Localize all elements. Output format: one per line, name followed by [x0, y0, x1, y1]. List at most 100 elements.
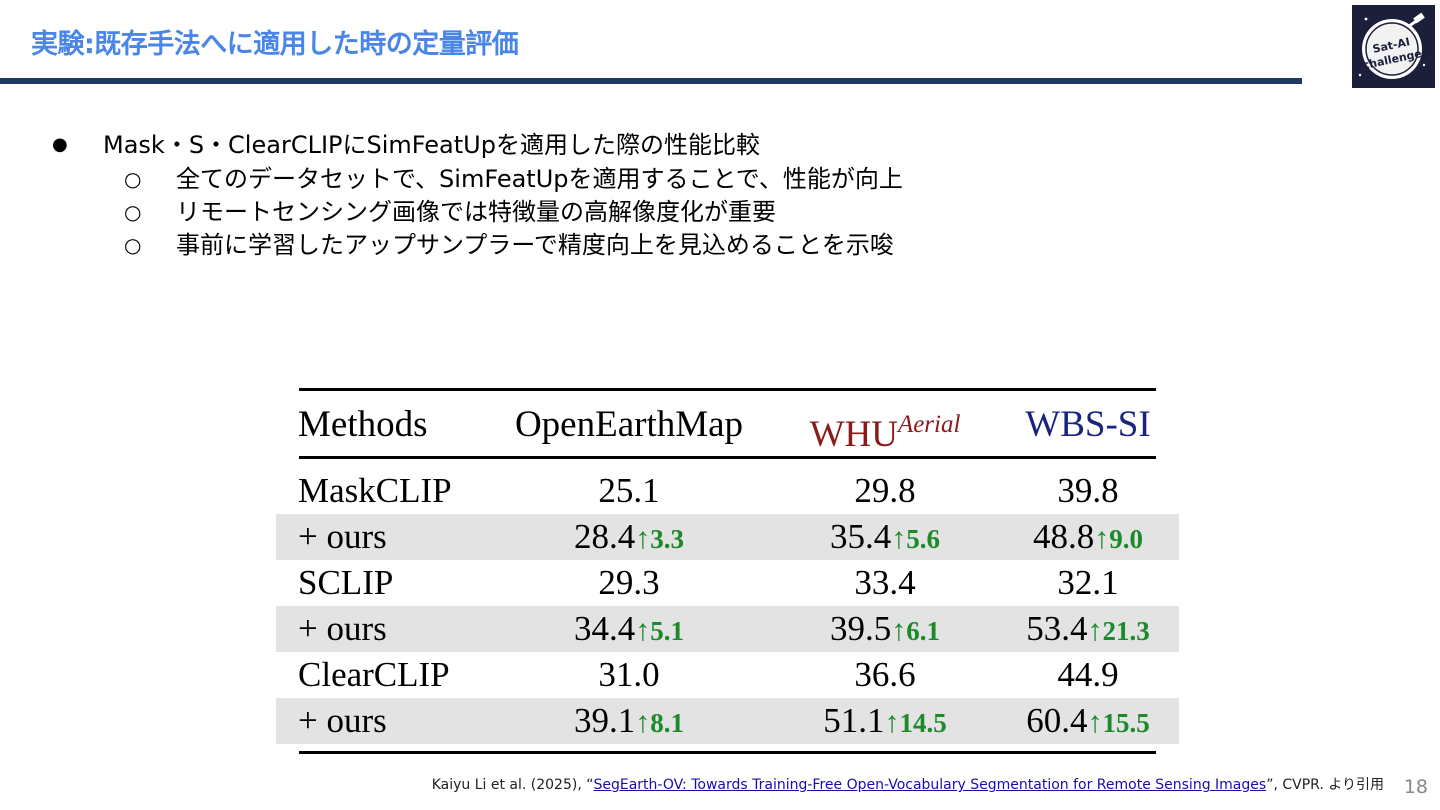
up-arrow-icon: ↑ [635, 614, 651, 647]
gain-value: ↑3.3 [635, 522, 684, 555]
gain-number: 9.0 [1109, 524, 1143, 554]
table-row: MaskCLIP 25.1 29.8 39.8 [276, 468, 1179, 514]
header-wbs-si: WBS-SI [1025, 404, 1151, 445]
gain-number: 6.1 [906, 616, 940, 646]
score-cell: 31.0 [598, 652, 659, 698]
gain-number: 8.1 [650, 708, 684, 738]
score-cell: 32.1 [1057, 560, 1118, 606]
gain-value: ↑15.5 [1087, 706, 1150, 739]
table-row: + ours 28.4↑3.3 35.4↑5.6 48.8↑9.0 [276, 514, 1179, 560]
method-cell: SCLIP [298, 563, 394, 602]
score-cell: 60.4↑15.5 [1026, 698, 1150, 744]
score-value: 60.4 [1026, 701, 1088, 740]
gain-number: 3.3 [650, 524, 684, 554]
page-number: 18 [1403, 776, 1428, 798]
up-arrow-icon: ↑ [1094, 522, 1110, 555]
score-value: 51.1 [823, 701, 885, 740]
score-cell: 29.8 [854, 468, 915, 514]
gain-value: ↑9.0 [1094, 522, 1143, 555]
gain-value: ↑5.1 [635, 614, 684, 647]
gain-number: 14.5 [899, 708, 947, 738]
up-arrow-icon: ↑ [891, 614, 907, 647]
score-cell: 29.3 [598, 560, 659, 606]
score-value: 44.9 [1057, 655, 1119, 694]
gain-value: ↑21.3 [1087, 614, 1150, 647]
method-cell: + ours [298, 609, 387, 648]
header-methods: Methods [298, 404, 428, 445]
score-value: 48.8 [1033, 517, 1095, 556]
sub-bullet-text: 全てのデータセットで、SimFeatUpを適用することで、性能が向上 [176, 165, 903, 193]
score-value: 53.4 [1026, 609, 1088, 648]
gain-number: 15.5 [1102, 708, 1150, 738]
table-bottom-rule [299, 751, 1156, 754]
score-value: 31.0 [598, 655, 660, 694]
score-value: 32.1 [1057, 563, 1119, 602]
citation: Kaiyu Li et al. (2025), “SegEarth-OV: To… [432, 774, 1384, 794]
score-cell: 44.9 [1057, 652, 1118, 698]
bullet-marker: ● [52, 134, 68, 155]
gain-value: ↑6.1 [891, 614, 940, 647]
score-cell: 39.5↑6.1 [830, 606, 940, 652]
score-cell: 28.4↑3.3 [574, 514, 684, 560]
gain-number: 5.6 [906, 524, 940, 554]
score-value: 29.3 [598, 563, 660, 602]
title-divider [0, 78, 1302, 84]
method-cell: ClearCLIP [298, 655, 450, 694]
method-cell: + ours [298, 517, 387, 556]
score-cell: 33.4 [854, 560, 915, 606]
score-cell: 25.1 [598, 468, 659, 514]
up-arrow-icon: ↑ [1087, 706, 1103, 739]
method-cell: + ours [298, 701, 387, 740]
sub-bullet-marker: ○ [124, 167, 142, 191]
score-cell: 34.4↑5.1 [574, 606, 684, 652]
score-value: 39.8 [1057, 471, 1119, 510]
score-cell: 51.1↑14.5 [823, 698, 947, 744]
sub-bullet-text: リモートセンシング画像では特徴量の高解像度化が重要 [176, 198, 776, 226]
citation-suffix: ”, CVPR. より引用 [1266, 777, 1384, 793]
sub-bullet-marker: ○ [124, 200, 142, 224]
logo-graphic: Sat-AI challenge [1358, 12, 1426, 79]
table-row: + ours 39.1↑8.1 51.1↑14.5 60.4↑15.5 [276, 698, 1179, 744]
gain-value: ↑8.1 [635, 706, 684, 739]
score-value: 33.4 [854, 563, 916, 602]
sub-bullet-text: 事前に学習したアップサンプラーで精度向上を見込めることを示唆 [176, 231, 894, 259]
table-row: ClearCLIP 31.0 36.6 44.9 [276, 652, 1179, 698]
table-top-rule [299, 388, 1156, 391]
method-cell: MaskCLIP [298, 471, 452, 510]
score-value: 34.4 [574, 609, 636, 648]
up-arrow-icon: ↑ [884, 706, 900, 739]
header-whu-aerial: WHUAerial [809, 411, 961, 455]
gain-value: ↑5.6 [891, 522, 940, 555]
score-value: 39.1 [574, 701, 636, 740]
results-table: Methods OpenEarthMap WHUAerial WBS-SI Ma… [276, 384, 1179, 759]
score-value: 36.6 [854, 655, 916, 694]
citation-link[interactable]: SegEarth-OV: Towards Training-Free Open-… [593, 777, 1267, 793]
score-value: 35.4 [830, 517, 892, 556]
gain-value: ↑14.5 [884, 706, 947, 739]
up-arrow-icon: ↑ [635, 522, 651, 555]
score-cell: 53.4↑21.3 [1026, 606, 1150, 652]
table-header-row: Methods OpenEarthMap WHUAerial WBS-SI [276, 400, 1179, 455]
score-value: 39.5 [830, 609, 892, 648]
score-cell: 48.8↑9.0 [1033, 514, 1143, 560]
score-value: 28.4 [574, 517, 636, 556]
table-header-rule [299, 456, 1156, 459]
citation-prefix: Kaiyu Li et al. (2025), “ [431, 777, 594, 793]
bullet-text: Mask・S・ClearCLIPにSimFeatUpを適用した際の性能比較 [103, 131, 760, 159]
up-arrow-icon: ↑ [891, 522, 907, 555]
slide-title: 実験:既存手法へに適用した時の定量評価 [31, 29, 519, 60]
gain-number: 5.1 [650, 616, 684, 646]
score-cell: 39.1↑8.1 [574, 698, 684, 744]
up-arrow-icon: ↑ [1087, 614, 1103, 647]
score-cell: 35.4↑5.6 [830, 514, 940, 560]
table-row: SCLIP 29.3 33.4 32.1 [276, 560, 1179, 606]
gain-number: 21.3 [1102, 616, 1150, 646]
score-value: 25.1 [598, 471, 660, 510]
table-row: + ours 34.4↑5.1 39.5↑6.1 53.4↑21.3 [276, 606, 1179, 652]
score-cell: 39.8 [1057, 468, 1118, 514]
score-value: 29.8 [854, 471, 916, 510]
sat-ai-challenge-logo: Sat-AI challenge [1352, 5, 1435, 88]
up-arrow-icon: ↑ [635, 706, 651, 739]
sub-bullet-marker: ○ [124, 233, 142, 257]
score-cell: 36.6 [854, 652, 915, 698]
